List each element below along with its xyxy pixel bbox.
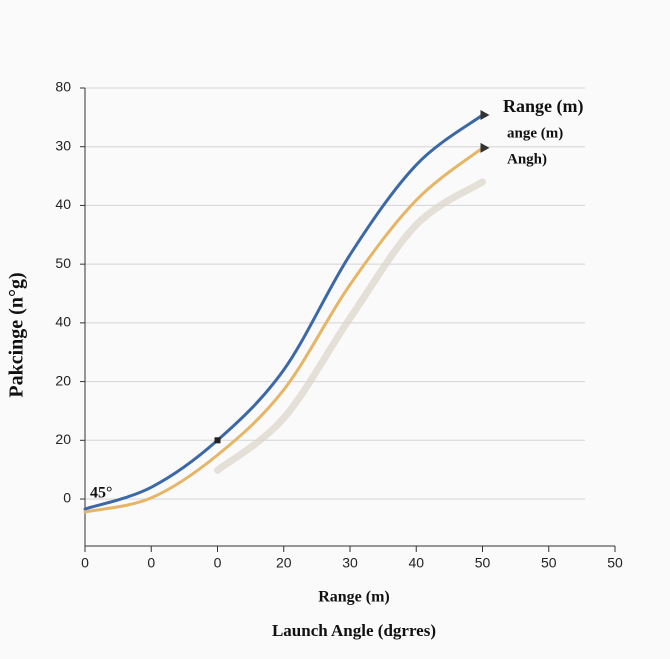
arrow-head (480, 142, 490, 153)
series-line (83, 146, 484, 514)
y-tick-label: 0 (63, 490, 71, 506)
y-axis-label: Pakcinge (n°g) (6, 272, 28, 397)
legend-label: Angh) (507, 151, 547, 167)
y-tick-label: 50 (55, 255, 71, 271)
y-tick-label: 20 (55, 372, 71, 388)
y-tick-label: 40 (55, 314, 71, 330)
x-tick-label: 30 (342, 555, 358, 571)
x-tick-label: 40 (408, 555, 424, 571)
y-tick-label: 30 (55, 137, 71, 153)
series-line (83, 113, 484, 511)
legend-label: ange (m) (507, 125, 563, 141)
x-tick-label: 50 (475, 555, 491, 571)
x-tick-label: 20 (276, 555, 292, 571)
x-tick-label: 50 (541, 555, 557, 571)
x-tick-label: 0 (147, 555, 155, 571)
y-tick-label: 80 (55, 79, 71, 95)
x-tick-label: 0 (81, 555, 89, 571)
legend-label: Range (m) (503, 96, 583, 117)
x-tick-label: 0 (214, 555, 222, 571)
x-tick-label: 50 (607, 555, 623, 571)
x-axis-label: Range (m) (318, 589, 390, 606)
subtitle: Launch Angle (dgrres) (272, 621, 436, 640)
y-tick-label: 20 (55, 431, 71, 447)
arrow-head (480, 110, 490, 121)
point-marker (214, 437, 221, 444)
annotation: 45° (90, 485, 112, 502)
y-tick-label: 40 (55, 196, 71, 212)
series-line (214, 178, 486, 474)
